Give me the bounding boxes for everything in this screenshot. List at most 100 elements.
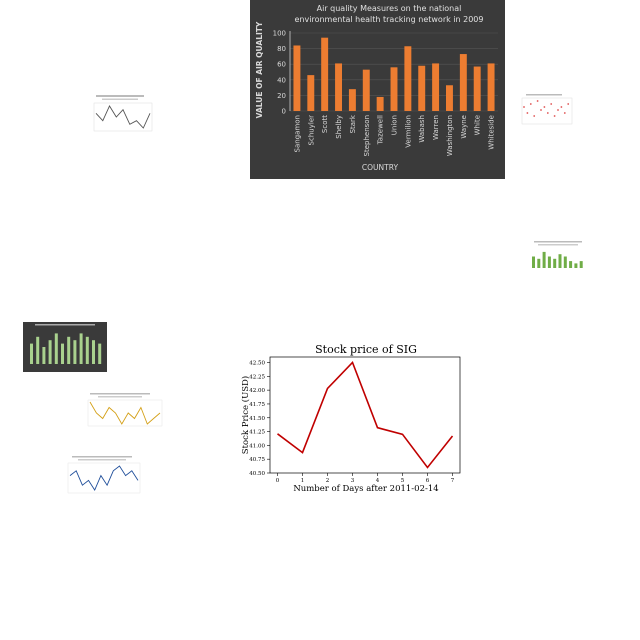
line-chart-stock-price: Stock price of SIG 40.50 40.75 41.00 41.25 4…: [240, 343, 461, 494]
line-chart-x-axis-label: Number of Days after 2011-02-14: [293, 484, 438, 494]
thumbnail-bars: [532, 251, 583, 268]
bar-chart-bars: [293, 37, 495, 112]
thumbnail-bar: [558, 254, 562, 268]
thumbnail-bar: [98, 343, 102, 364]
thumbnail-scatter-chart-red: [521, 94, 573, 125]
thumbnail-series-line: [95, 105, 151, 129]
bar-chart-x-tick-label: Scott: [321, 115, 329, 133]
line-chart-x-tick-label: 1: [301, 478, 305, 484]
bar-warren: [432, 63, 440, 111]
line-chart-series-line: [277, 361, 454, 469]
bar-chart-y-tick-label: 0: [282, 108, 286, 116]
thumbnail-series-line: [89, 401, 161, 425]
thumbnail-bar: [579, 261, 583, 268]
thumbnail-bar: [569, 261, 573, 268]
bar-chart-x-tick-label: Schuyler: [307, 115, 315, 146]
bar-chart-x-tick-label: Whiteside: [488, 115, 496, 150]
thumbnail-title-bar: [526, 94, 562, 96]
line-chart-x-tick-label: 2: [326, 478, 330, 484]
line-chart-y-tick-label: 40.50: [249, 471, 265, 477]
thumbnail-line-chart-blue: [67, 456, 141, 494]
thumbnail-bar: [30, 343, 33, 364]
bar-chart-y-tick-label: 60: [277, 61, 286, 69]
thumbnail-bar: [574, 263, 578, 268]
thumbnail-bar: [61, 343, 64, 364]
line-chart-y-tick-label: 41.25: [249, 430, 265, 436]
bar-chart-x-tick-label: Sangamon: [293, 115, 301, 152]
bar-vermilion: [404, 46, 412, 112]
bar-whiteside: [487, 63, 495, 111]
thumbnail-bar: [79, 333, 83, 364]
bar-chart-x-tick-label: Washington: [446, 115, 454, 156]
bar-wabash: [418, 65, 426, 111]
bar-tazewell: [376, 96, 384, 111]
thumbnail-scatter-point: [536, 100, 539, 102]
thumbnail-line-chart-gold: [87, 393, 163, 427]
thumbnail-bars: [30, 333, 102, 364]
bar-chart-x-tick-label: White: [474, 115, 482, 135]
bar-chart-x-ticks: Sangamon Schuyler Scott Shelby Stark Stephens…: [293, 114, 495, 156]
thumbnail-bar: [85, 336, 89, 364]
bar-chart-x-axis-label: COUNTRY: [362, 163, 399, 172]
thumbnail-bar: [532, 256, 535, 268]
line-chart-x-tick-label: 6: [426, 478, 430, 484]
line-chart-y-tick-label: 40.75: [249, 457, 265, 463]
bar-chart-x-tick-label: Stephenson: [363, 115, 371, 156]
thumbnail-title-bar: [534, 241, 582, 243]
thumbnail-bar: [547, 256, 551, 268]
thumbnail-scatter-point: [540, 109, 542, 111]
thumbnail-title-bar: [96, 95, 144, 97]
line-chart-x-tick-label: 3: [351, 478, 355, 484]
line-chart-x-tick-label: 4: [376, 478, 380, 484]
bar-chart-x-tick-label: Tazewell: [377, 115, 385, 145]
line-chart-y-tick-label: 42.25: [249, 374, 265, 380]
thumbnail-title-bar: [72, 456, 132, 458]
bar-chart-title-line-2: environmental health tracking network in…: [295, 15, 484, 24]
bar-chart-y-ticks: 0 20 40 60 80 100: [273, 30, 286, 116]
thumbnail-scatter-point: [529, 103, 532, 105]
thumbnail-scatter-point: [553, 115, 556, 117]
line-chart-x-tick-label: 0: [276, 478, 280, 484]
thumbnail-bar: [542, 251, 546, 268]
bar-union: [390, 67, 398, 111]
bar-chart-x-tick-label: Wayne: [460, 115, 468, 139]
line-chart-x-ticks: 0 1 2 3 4 5 6 7: [276, 473, 455, 484]
thumbnail-scatter-point: [533, 115, 536, 117]
thumbnail-bar: [42, 347, 46, 364]
bar-chart-title-line-1: Air quality Measures on the national: [317, 4, 462, 13]
bar-white: [473, 66, 481, 111]
thumbnail-scatter-point: [546, 112, 549, 114]
bar-chart-x-tick-label: Vermilion: [404, 115, 412, 148]
bar-stephenson: [362, 69, 370, 111]
bar-chart-y-tick-label: 40: [277, 76, 286, 84]
bar-wayne: [459, 54, 467, 111]
thumbnail-title-bar: [538, 244, 578, 246]
thumbnail-scatter-point: [550, 103, 553, 105]
bar-chart-y-axis-label: VALUE OF AIR QUALITY: [255, 21, 264, 118]
line-chart-x-tick-label: 5: [401, 478, 405, 484]
bar-chart-x-tick-label: Stark: [349, 114, 357, 133]
line-chart-plot-area: [269, 356, 461, 474]
thumbnail-title-bar: [98, 396, 142, 398]
line-chart-y-tick-label: 41.00: [249, 443, 265, 449]
thumbnail-bar: [553, 258, 557, 268]
bar-chart-y-tick-label: 100: [273, 30, 286, 38]
line-chart-title: Stock price of SIG: [315, 343, 417, 356]
bar-schuyler: [307, 75, 315, 111]
thumbnail-line-chart-gray: [93, 95, 153, 132]
thumbnail-bar-chart-dark-green: [23, 322, 107, 372]
thumbnail-bar-chart-green: [532, 241, 583, 268]
thumbnail-title-bar: [90, 393, 150, 395]
thumbnail-scatter-point: [557, 109, 559, 111]
line-chart-y-tick-label: 41.50: [249, 416, 265, 422]
thumbnail-scatter-point: [567, 103, 570, 105]
line-chart-y-axis-label: Stock Price (USD): [240, 376, 251, 454]
thumbnail-title-bar: [35, 324, 95, 326]
thumbnail-title-bar: [78, 459, 126, 461]
bar-chart-y-tick-label: 80: [277, 45, 286, 53]
line-chart-y-tick-label: 42.50: [249, 361, 265, 367]
thumbnail-title-bar: [102, 98, 138, 100]
thumbnail-scatter-points: [523, 100, 570, 117]
thumbnail-plot-frame: [87, 399, 163, 427]
thumbnail-scatter-point: [560, 106, 563, 108]
